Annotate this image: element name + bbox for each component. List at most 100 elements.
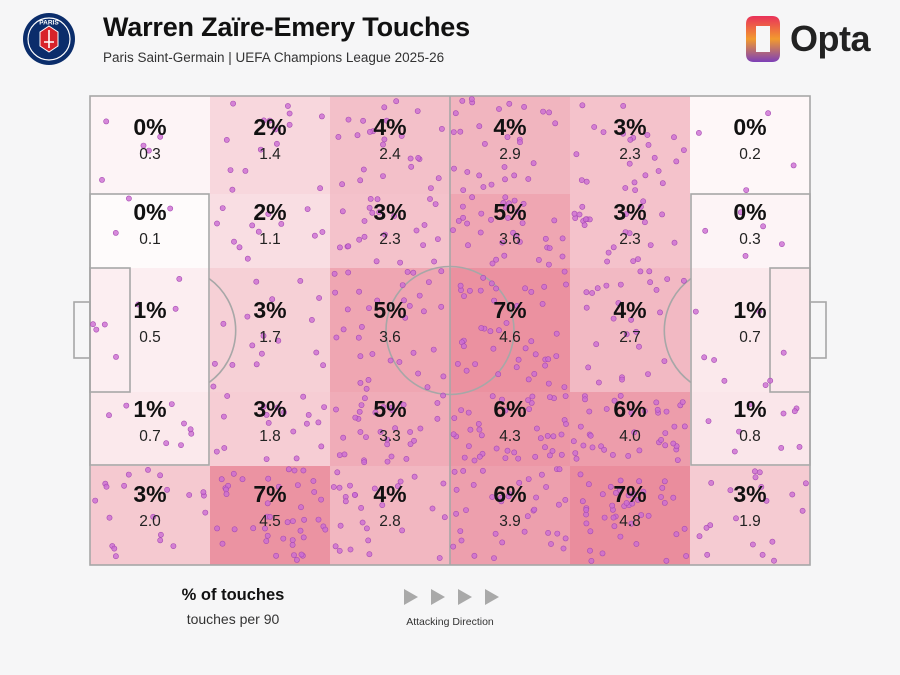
touch-dot bbox=[460, 187, 467, 193]
touch-dot bbox=[345, 116, 352, 123]
touch-dot bbox=[478, 325, 485, 331]
touch-dot bbox=[372, 409, 379, 416]
touch-dot bbox=[286, 121, 293, 128]
touch-dot bbox=[111, 545, 118, 552]
touch-dot bbox=[743, 187, 750, 193]
touch-dot bbox=[558, 451, 565, 458]
touch-dot bbox=[573, 151, 580, 158]
touch-dot bbox=[301, 516, 307, 523]
page-title: Warren Zaïre-Emery Touches bbox=[103, 12, 470, 42]
touch-dot bbox=[93, 326, 100, 333]
touch-dot bbox=[330, 484, 337, 490]
touch-dot bbox=[496, 106, 502, 112]
touch-dot bbox=[272, 126, 279, 133]
touch-dot bbox=[721, 377, 728, 384]
touch-dot bbox=[263, 456, 270, 462]
touch-dot bbox=[546, 245, 553, 251]
touch-dot bbox=[440, 480, 447, 487]
right-penalty-arc bbox=[663, 277, 692, 384]
touch-dot bbox=[628, 409, 635, 416]
touch-dot bbox=[264, 500, 271, 507]
touch-dot bbox=[502, 176, 508, 183]
touch-dot bbox=[532, 351, 539, 358]
touch-dot bbox=[681, 147, 687, 153]
touch-dot bbox=[253, 361, 260, 368]
touch-dot bbox=[157, 133, 164, 140]
brand-name: Opta bbox=[790, 18, 871, 59]
touch-dot bbox=[525, 376, 532, 383]
touch-dot bbox=[493, 256, 499, 263]
touch-dot bbox=[767, 377, 774, 384]
touch-dot bbox=[662, 430, 669, 436]
touch-dot bbox=[481, 141, 488, 147]
touch-dot bbox=[333, 406, 339, 413]
touch-dot bbox=[645, 512, 652, 519]
touch-dot bbox=[762, 382, 769, 388]
touch-dot bbox=[500, 200, 507, 206]
touch-dot bbox=[581, 222, 588, 228]
touch-dot bbox=[172, 305, 179, 312]
touch-dot bbox=[262, 525, 268, 532]
touch-dot bbox=[293, 455, 300, 462]
touch-dot bbox=[679, 399, 686, 405]
touch-dot bbox=[361, 218, 368, 224]
touch-dot bbox=[331, 270, 338, 277]
touch-dot bbox=[269, 296, 276, 303]
touch-dot bbox=[157, 472, 163, 479]
touch-dot bbox=[219, 205, 226, 211]
touch-dot bbox=[579, 102, 586, 109]
touch-dot bbox=[752, 474, 759, 481]
touch-dot bbox=[344, 306, 351, 313]
touch-dot bbox=[545, 356, 552, 363]
left-goal bbox=[73, 301, 91, 359]
touch-dot bbox=[560, 545, 567, 552]
touch-dot bbox=[515, 455, 522, 462]
touch-dot bbox=[653, 286, 660, 293]
touch-dot bbox=[623, 500, 630, 506]
heatmap-zone bbox=[690, 194, 810, 268]
touch-dot bbox=[453, 486, 460, 493]
touch-dot bbox=[593, 341, 600, 348]
touch-dot bbox=[670, 440, 677, 447]
touch-dot bbox=[545, 529, 551, 536]
touch-dot bbox=[475, 420, 482, 427]
touch-dot bbox=[421, 222, 428, 228]
touch-dot bbox=[377, 428, 384, 435]
touch-dot bbox=[701, 354, 708, 361]
touch-dot bbox=[335, 134, 342, 140]
touch-dot bbox=[542, 362, 548, 369]
touch-dot bbox=[236, 244, 243, 251]
touch-dot bbox=[651, 154, 658, 161]
touch-dot bbox=[440, 392, 446, 399]
touch-dot bbox=[168, 401, 175, 407]
touch-dot bbox=[417, 425, 424, 432]
touch-dot bbox=[336, 484, 343, 491]
touch-dot bbox=[435, 175, 442, 182]
touch-dot bbox=[121, 482, 127, 489]
touch-dot bbox=[381, 104, 388, 111]
touch-dot bbox=[671, 239, 678, 246]
touch-dot bbox=[391, 213, 398, 219]
touch-dot bbox=[476, 172, 483, 179]
touch-dot bbox=[430, 346, 437, 353]
touch-dot bbox=[632, 187, 638, 193]
touch-dot bbox=[545, 380, 552, 387]
touch-dot bbox=[510, 229, 516, 236]
touch-dot bbox=[607, 483, 614, 490]
touch-dot bbox=[357, 353, 364, 360]
touch-dot bbox=[392, 425, 398, 432]
touch-dot bbox=[511, 197, 518, 204]
touch-dot bbox=[167, 205, 174, 212]
touch-dot bbox=[291, 552, 297, 558]
touch-dot bbox=[583, 520, 590, 527]
touch-dot bbox=[431, 258, 437, 265]
touch-dot bbox=[280, 535, 287, 542]
touch-dot bbox=[504, 134, 511, 140]
touch-dot bbox=[432, 201, 439, 207]
touch-dot bbox=[578, 177, 585, 183]
touch-dot bbox=[389, 404, 395, 411]
touch-dot bbox=[267, 513, 273, 520]
touch-dot bbox=[780, 349, 787, 356]
touch-dot bbox=[380, 141, 386, 148]
touch-dot bbox=[791, 408, 798, 415]
